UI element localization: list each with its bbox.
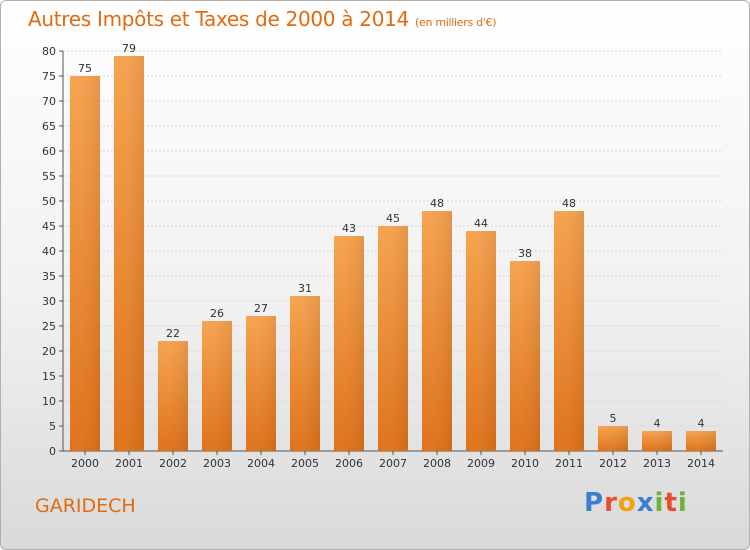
x-tick-label: 2014 (687, 457, 715, 470)
x-tick-label: 2008 (423, 457, 451, 470)
y-tick-label: 30 (42, 295, 56, 308)
y-tick-label: 60 (42, 145, 56, 158)
y-tick-label: 40 (42, 245, 56, 258)
x-tick-label: 2000 (71, 457, 99, 470)
bar-value-label: 75 (78, 62, 92, 75)
x-tick-label: 2004 (247, 457, 275, 470)
chart-title-text: Autres Impôts et Taxes de 2000 à 2014 (28, 7, 409, 31)
y-tick-label: 5 (49, 420, 56, 433)
x-tick-label: 2002 (159, 457, 187, 470)
bar-value-label: 43 (342, 222, 356, 235)
y-tick-label: 50 (42, 195, 56, 208)
bar-value-label: 5 (610, 412, 617, 425)
bar-shade (114, 56, 144, 451)
bar-value-label: 48 (562, 197, 576, 210)
bar-value-label: 4 (654, 417, 661, 430)
chart-unit: (en milliers d'€) (415, 16, 497, 29)
bar-value-label: 45 (386, 212, 400, 225)
bar-shade (510, 261, 540, 451)
bar-value-label: 31 (298, 282, 312, 295)
x-tick-label: 2003 (203, 457, 231, 470)
x-tick-label: 2009 (467, 457, 495, 470)
bar-value-label: 4 (698, 417, 705, 430)
y-tick-label: 80 (42, 45, 56, 58)
bar-value-label: 27 (254, 302, 268, 315)
y-tick-label: 45 (42, 220, 56, 233)
bar-shade (686, 431, 716, 451)
bar-value-label: 44 (474, 217, 488, 230)
bar-shade (554, 211, 584, 451)
y-tick-label: 70 (42, 95, 56, 108)
x-tick-label: 2011 (555, 457, 583, 470)
location-name: GARIDECH (35, 495, 136, 517)
proxiti-logo: Proxiti (584, 488, 688, 518)
bar-value-label: 79 (122, 42, 136, 55)
bar-value-label: 22 (166, 327, 180, 340)
y-tick-label: 65 (42, 120, 56, 133)
bar-value-label: 26 (210, 307, 224, 320)
bar-shade (598, 426, 628, 451)
y-tick-label: 0 (49, 445, 56, 458)
bar-shade (202, 321, 232, 451)
y-tick-label: 35 (42, 270, 56, 283)
bar-value-label: 48 (430, 197, 444, 210)
x-tick-label: 2007 (379, 457, 407, 470)
y-tick-label: 10 (42, 395, 56, 408)
bar-shade (70, 76, 100, 451)
x-tick-label: 2013 (643, 457, 671, 470)
y-tick-label: 15 (42, 370, 56, 383)
bar-value-label: 38 (518, 247, 532, 260)
x-tick-label: 2005 (291, 457, 319, 470)
bar-shade (422, 211, 452, 451)
x-tick-label: 2010 (511, 457, 539, 470)
bar-shade (290, 296, 320, 451)
chart-title: Autres Impôts et Taxes de 2000 à 2014 (en… (28, 7, 496, 31)
bar-shade (466, 231, 496, 451)
y-tick-label: 25 (42, 320, 56, 333)
y-tick-label: 75 (42, 70, 56, 83)
y-tick-label: 55 (42, 170, 56, 183)
x-tick-label: 2006 (335, 457, 363, 470)
y-tick-label: 20 (42, 345, 56, 358)
x-tick-label: 2001 (115, 457, 143, 470)
bar-shade (642, 431, 672, 451)
bar-shade (334, 236, 364, 451)
bar-shade (158, 341, 188, 451)
bar-shade (378, 226, 408, 451)
bar-shade (246, 316, 276, 451)
x-tick-label: 2012 (599, 457, 627, 470)
